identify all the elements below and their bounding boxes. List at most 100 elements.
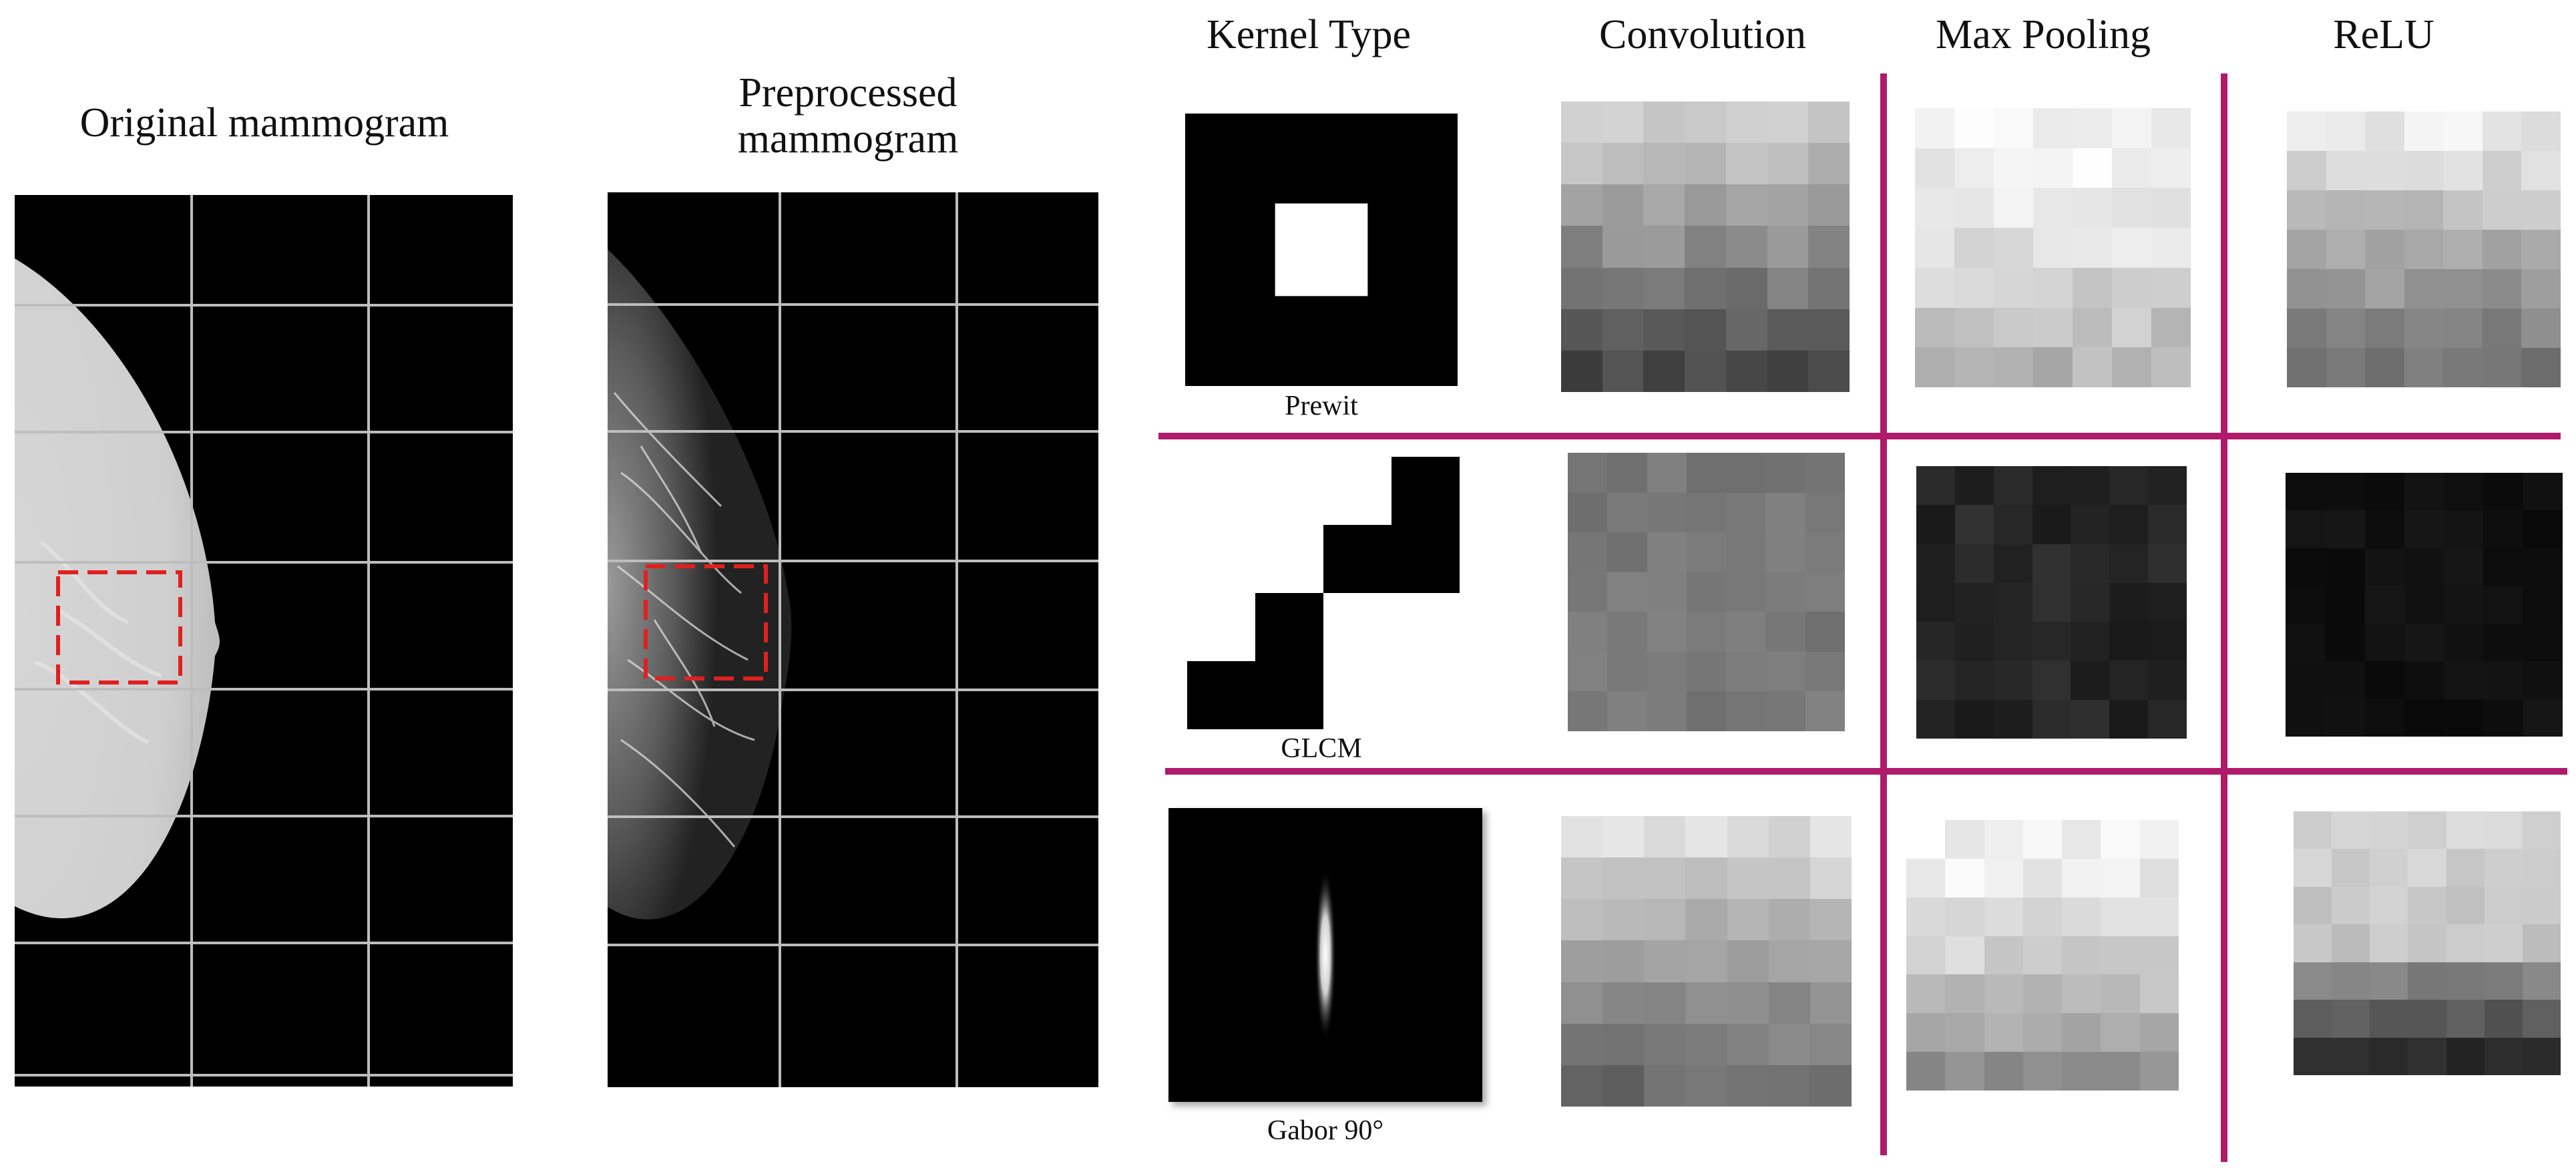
feature-map-cell — [2071, 544, 2110, 583]
horizontal-separator-1 — [1158, 433, 2561, 439]
feature-map-cell — [1916, 505, 1955, 544]
feature-map-cell — [1726, 612, 1766, 652]
feature-map-cell — [1685, 143, 1726, 185]
feature-map-cell — [1765, 453, 1805, 493]
feature-map-cell — [1725, 267, 1767, 309]
feature-map-cell — [2482, 348, 2522, 387]
feature-map-cell — [1906, 1013, 1946, 1052]
feature-map-cell — [1954, 505, 1994, 544]
feature-map-cell — [2112, 148, 2151, 188]
feature-map-cell — [1727, 816, 1769, 858]
feature-map-cell — [1644, 1023, 1686, 1065]
feature-map-cell — [2112, 307, 2151, 348]
feature-map-cell — [2294, 886, 2332, 925]
feature-map-cell — [2484, 849, 2523, 887]
feature-map-cell — [1726, 691, 1766, 731]
feature-map-cell — [1602, 1064, 1645, 1107]
feature-map-cell — [2109, 505, 2149, 544]
feature-map-cell — [2062, 858, 2101, 898]
feature-map-cell — [2408, 1037, 2446, 1075]
feature-map-cell — [2033, 267, 2073, 308]
feature-map-cell — [2286, 661, 2326, 699]
feature-map-cell — [1906, 820, 1946, 859]
feature-map-cell — [2522, 962, 2561, 1000]
feature-map-cell — [1906, 1052, 1946, 1091]
feature-map-cell — [2326, 190, 2366, 230]
feature-map-cell — [1685, 267, 1726, 309]
feature-map-cell — [1993, 699, 2032, 739]
feature-map-cell — [1954, 660, 1994, 700]
feature-map-cell — [2482, 230, 2522, 269]
feature-map-prewitt-relu — [2287, 112, 2561, 387]
feature-map-cell — [2109, 582, 2149, 622]
feature-map-cell — [1809, 857, 1852, 900]
feature-map-cell — [1954, 466, 1994, 506]
feature-map-cell — [1993, 660, 2032, 700]
feature-map-cell — [1686, 572, 1727, 612]
feature-map-cell — [1602, 982, 1645, 1024]
feature-map-cell — [2365, 230, 2404, 269]
feature-map-cell — [2073, 108, 2112, 148]
feature-map-cell — [2408, 849, 2446, 887]
feature-map-cell — [2443, 151, 2483, 190]
feature-map-cell — [2522, 924, 2561, 962]
feature-map-cell — [1916, 699, 1955, 739]
feature-map-cell — [2443, 309, 2483, 348]
feature-map-cell — [1808, 226, 1850, 268]
feature-map-cell — [2443, 348, 2483, 387]
feature-map-cell — [2109, 622, 2149, 661]
feature-map-cell — [1805, 612, 1845, 652]
feature-map-cell — [2033, 148, 2073, 188]
feature-map-cell — [1561, 226, 1602, 268]
header-relu: ReLU — [2333, 12, 2434, 57]
feature-map-cell — [2522, 849, 2561, 887]
feature-map-cell — [2408, 811, 2446, 849]
feature-map-cell — [2364, 586, 2404, 624]
feature-map-cell — [2101, 858, 2140, 898]
feature-map-cell — [2446, 811, 2485, 849]
feature-map-cell — [2139, 1052, 2179, 1091]
feature-map-cell — [2287, 269, 2326, 309]
feature-map-cell — [1643, 350, 1685, 392]
feature-map-cell — [1906, 936, 1946, 975]
feature-map-cell — [1725, 143, 1767, 185]
feature-map-cell — [2482, 151, 2522, 190]
feature-map-cell — [2446, 1000, 2485, 1038]
feature-map-cell — [2151, 347, 2191, 387]
feature-map-cell — [1726, 492, 1766, 533]
feature-map-cell — [2404, 151, 2444, 190]
feature-map-cell — [2444, 473, 2484, 511]
feature-map-cell — [1602, 350, 1644, 392]
feature-map-cell — [2484, 1000, 2523, 1038]
feature-map-cell — [1916, 466, 1955, 506]
feature-map-cell — [2370, 1000, 2408, 1038]
feature-map-cell — [2443, 190, 2483, 230]
feature-map-cell — [1726, 572, 1766, 612]
feature-map-cell — [1915, 108, 1954, 148]
feature-map-cell — [1915, 347, 1954, 387]
feature-map-cell — [2446, 962, 2485, 1000]
feature-map-cell — [1765, 691, 1805, 731]
feature-map-cell — [1767, 143, 1809, 185]
original-breast-tissue — [15, 258, 220, 919]
feature-map-cell — [1767, 267, 1809, 309]
preprocessed-mammogram-image — [608, 192, 1098, 1087]
feature-map-cell — [2139, 1013, 2179, 1052]
feature-map-cell — [1954, 108, 1994, 148]
feature-map-cell — [2408, 886, 2446, 925]
feature-map-cell — [2325, 510, 2365, 548]
feature-map-cell — [1685, 1023, 1727, 1065]
preprocessed-grid — [608, 192, 1098, 1087]
feature-map-cell — [1906, 897, 1946, 936]
feature-map-cell — [1768, 982, 1810, 1024]
feature-map-cell — [2408, 924, 2446, 962]
feature-map-cell — [1727, 899, 1769, 941]
feature-map-cell — [2482, 112, 2522, 151]
vertical-separator-1 — [1880, 73, 1887, 1155]
feature-map-cell — [2032, 466, 2071, 506]
feature-map-cell — [1984, 974, 2023, 1014]
feature-map-cell — [2364, 699, 2404, 737]
feature-map-gabor-relu — [2294, 811, 2561, 1075]
feature-map-cell — [1685, 184, 1726, 226]
feature-map-cell — [2325, 699, 2365, 737]
